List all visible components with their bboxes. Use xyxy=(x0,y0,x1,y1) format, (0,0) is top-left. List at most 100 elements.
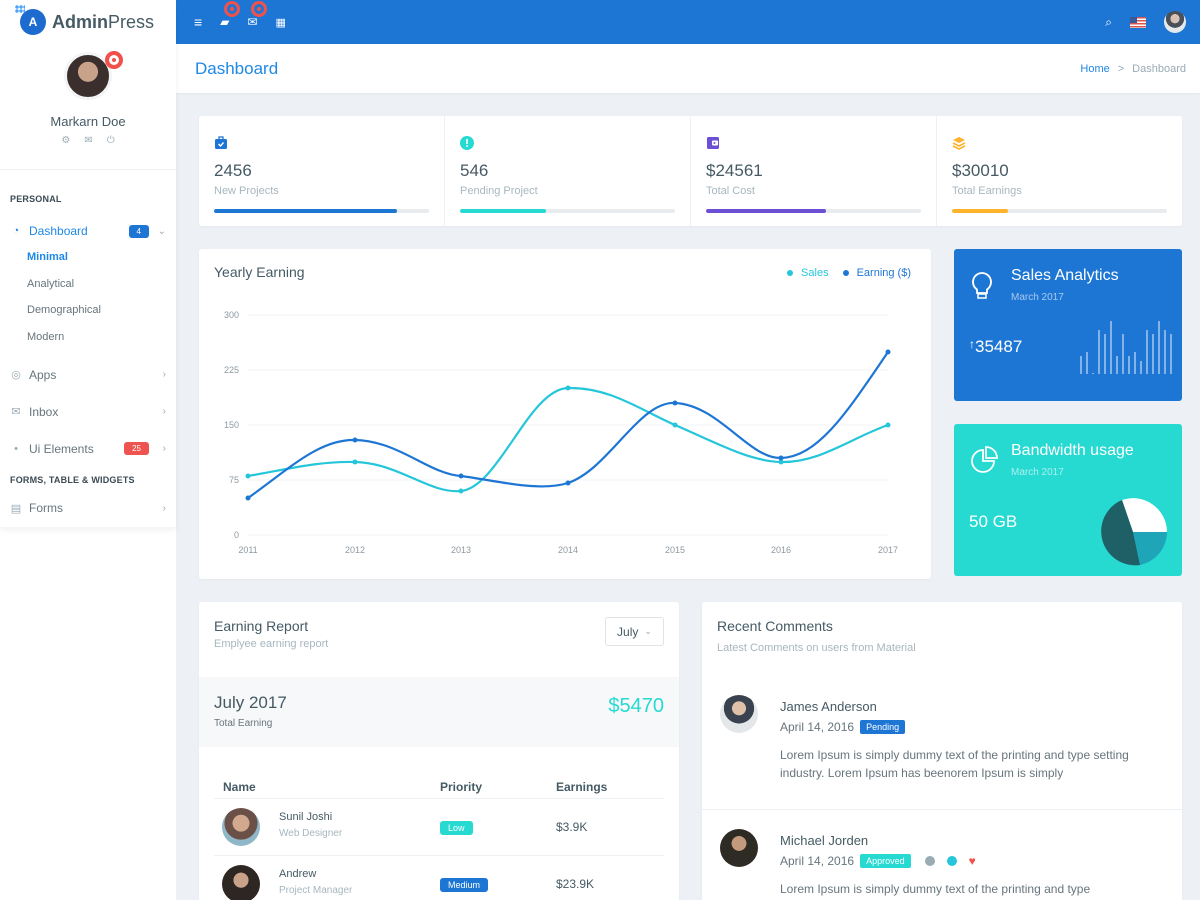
svg-text:75: 75 xyxy=(229,475,239,485)
status-badge: Pending xyxy=(860,720,906,734)
sidebar-item-forms[interactable]: ▤ Forms › xyxy=(10,501,166,515)
heart-icon[interactable]: ♥ xyxy=(968,854,976,868)
comment-item[interactable]: James Anderson April 14, 2016 Pending Lo… xyxy=(702,682,1182,810)
search-icon[interactable]: ⌕ xyxy=(1105,14,1112,29)
breadcrumb-home[interactable]: Home xyxy=(1080,62,1110,75)
arrow-up-icon: ↑ xyxy=(969,337,975,351)
sales-analytics-card: Sales Analytics March 2017 ↑35487 xyxy=(954,249,1182,401)
mail-icon[interactable]: ✉ xyxy=(84,135,93,146)
lightbulb-icon xyxy=(972,272,992,299)
sidebar-item-dashboard[interactable]: ◔ Dashboard 4 ⌄ xyxy=(0,218,176,244)
check-icon[interactable] xyxy=(946,856,957,866)
sidebar-item-inbox[interactable]: ✉ Inbox › xyxy=(11,404,166,419)
user-avatar[interactable] xyxy=(1164,11,1186,33)
sparkline-bars xyxy=(1080,321,1172,374)
svg-text:2017: 2017 xyxy=(878,545,898,555)
nav-caption-forms: FORMS, TABLE & WIDGETS xyxy=(10,475,135,485)
chevron-right-icon: › xyxy=(162,406,166,417)
message-icon[interactable]: ▰ xyxy=(220,1,241,29)
chevron-down-icon: ⌄ xyxy=(644,626,652,636)
priority-badge: Low xyxy=(440,821,473,835)
logo[interactable]: A AdminPress xyxy=(0,0,176,44)
bandwidth-pie-chart[interactable] xyxy=(1098,497,1168,567)
earning-report-card: Earning Report Emplyee earning report Ju… xyxy=(199,602,679,900)
stats-card: 2456 New Projects 546 Pending Project $2… xyxy=(199,116,1182,226)
profile-name[interactable]: Markarn Doe xyxy=(50,114,126,129)
sidebar-blank xyxy=(0,527,176,900)
logo-icon: A xyxy=(15,5,46,35)
chevron-right-icon: › xyxy=(162,369,166,380)
profile-avatar[interactable] xyxy=(64,51,123,100)
recent-comments-title: Recent Comments xyxy=(717,618,833,634)
online-status-icon xyxy=(105,51,123,69)
dashboard-badge: 4 xyxy=(128,224,149,238)
month-select[interactable]: July ⌄ xyxy=(605,617,664,646)
edit-icon[interactable] xyxy=(924,856,935,866)
gear-icon[interactable]: ⚙ xyxy=(61,135,71,146)
menu-icon[interactable]: ≡ xyxy=(194,14,203,30)
envelope-icon: ✉ xyxy=(11,406,21,418)
line-chart[interactable]: 300 225 150 75 0 2011 2012 2013 2014 2015 2016 201… xyxy=(199,249,931,579)
target-icon: ◎ xyxy=(11,369,21,381)
svg-text:2013: 2013 xyxy=(451,545,471,555)
apps-grid-icon[interactable]: ▦ xyxy=(275,16,286,29)
wallet-icon xyxy=(707,137,719,149)
svg-text:2012: 2012 xyxy=(345,545,365,555)
logo-text-bold: Admin xyxy=(52,11,108,32)
breadcrumb-separator-icon: > xyxy=(1117,62,1125,75)
comment-item[interactable]: Michael Jorden April 14, 2016 Approved ♥… xyxy=(702,811,1182,900)
us-flag-icon[interactable] xyxy=(1130,16,1146,28)
ui-elements-badge: 25 xyxy=(124,442,149,455)
earning-total: $5470 xyxy=(608,695,664,717)
sidebar-item-ui-elements[interactable]: • Ui Elements 25 › xyxy=(0,430,176,467)
recent-comments-card: Recent Comments Latest Comments on users… xyxy=(702,602,1182,900)
sales-analytics-subtitle: March 2017 xyxy=(1011,292,1064,303)
stat-total-cost: $24561 Total Cost xyxy=(691,116,937,226)
svg-text:2014: 2014 xyxy=(558,545,578,555)
legend-sales[interactable]: Sales xyxy=(787,267,829,279)
column-header-priority[interactable]: Priority xyxy=(440,780,483,794)
stat-pending-project: 546 Pending Project xyxy=(445,116,691,226)
page-header: Dashboard Home > Dashboard xyxy=(176,44,1200,93)
progress-bar xyxy=(460,209,675,213)
table-row[interactable]: Andrew Project Manager Medium $23.9K xyxy=(214,855,664,900)
svg-text:2011: 2011 xyxy=(238,545,257,555)
user-profile: Markarn Doe ⚙ ✉ ⏻ xyxy=(0,44,176,170)
sidebar-item-apps[interactable]: ◎ Apps › xyxy=(11,367,166,382)
mail-icon[interactable]: ✉ xyxy=(247,1,268,29)
bandwidth-subtitle: March 2017 xyxy=(1011,467,1064,478)
layers-icon xyxy=(952,137,966,150)
sidebar: A AdminPress Markarn Doe ⚙ ✉ ⏻ PERSONAL … xyxy=(0,0,176,527)
avatar xyxy=(222,808,260,846)
table-row[interactable]: Sunil Joshi Web Designer Low $3.9K xyxy=(214,798,664,855)
yearly-earning-card: Yearly Earning Sales Earning ($) 300 225 1… xyxy=(199,249,931,579)
sidebar-subitem-modern[interactable]: Modern xyxy=(27,330,65,343)
sales-analytics-title: Sales Analytics xyxy=(1011,267,1119,284)
chart-title: Yearly Earning xyxy=(214,264,305,280)
breadcrumb-current: Dashboard xyxy=(1132,62,1186,75)
priority-badge: Medium xyxy=(440,878,489,892)
sidebar-subitem-analytical[interactable]: Analytical xyxy=(27,277,75,290)
sidebar-subitem-demographical[interactable]: Demographical xyxy=(27,304,101,316)
power-icon[interactable]: ⏻ xyxy=(106,135,115,146)
column-header-earnings[interactable]: Earnings xyxy=(556,780,608,794)
svg-text:300: 300 xyxy=(224,310,239,320)
breadcrumb: Home > Dashboard xyxy=(1080,63,1186,75)
bandwidth-card: Bandwidth usage March 2017 50 GB xyxy=(954,424,1182,576)
stat-total-earnings: $30010 Total Earnings xyxy=(937,116,1182,226)
earning-period-label: Total Earning xyxy=(214,718,273,729)
page-title: Dashboard xyxy=(195,58,279,78)
stat-new-projects: 2456 New Projects xyxy=(199,116,445,226)
bandwidth-value: 50 GB xyxy=(969,512,1018,531)
column-header-name[interactable]: Name xyxy=(223,780,256,794)
earning-period: July 2017 xyxy=(214,693,287,712)
progress-bar xyxy=(706,209,921,213)
svg-text:0: 0 xyxy=(234,530,239,540)
sidebar-subitem-minimal[interactable]: Minimal xyxy=(27,251,68,263)
nav-caption-personal: PERSONAL xyxy=(10,194,62,204)
legend-earning[interactable]: Earning ($) xyxy=(842,267,911,279)
svg-text:2016: 2016 xyxy=(771,545,791,555)
alert-circle-icon xyxy=(460,136,474,150)
gauge-icon: ◔ xyxy=(12,225,20,237)
bubbles-icon: • xyxy=(14,442,18,455)
